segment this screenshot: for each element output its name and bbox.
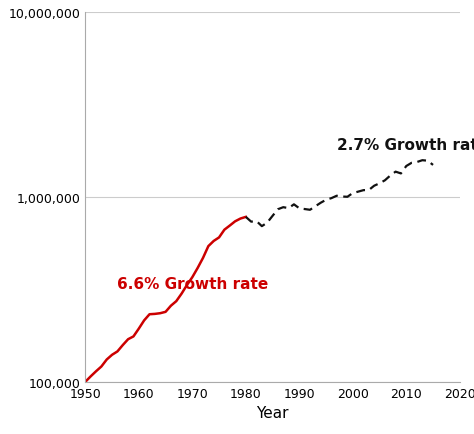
Text: 2.7% Growth rate: 2.7% Growth rate — [337, 138, 474, 153]
X-axis label: Year: Year — [256, 405, 289, 420]
Y-axis label: GDP: GDP — [0, 181, 3, 214]
Text: 6.6% Growth rate: 6.6% Growth rate — [118, 276, 269, 291]
